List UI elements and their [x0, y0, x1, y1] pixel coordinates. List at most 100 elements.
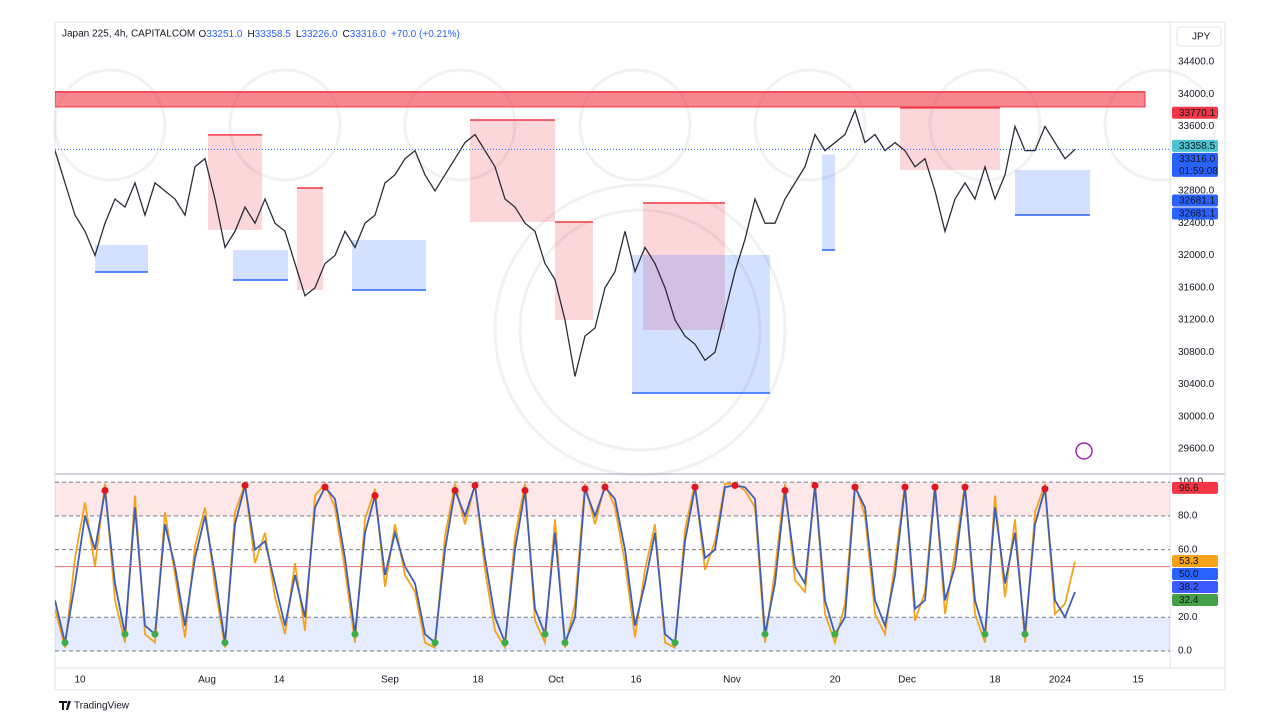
peak-dot: [901, 483, 909, 491]
countdown: 01:59:08: [1179, 166, 1218, 177]
price-tag: [1172, 554, 1218, 567]
x-tick-label: 18: [989, 675, 1001, 686]
trough-dot: [831, 630, 839, 638]
peak-dot: [961, 483, 969, 491]
trough-dot: [501, 639, 509, 647]
price-tag-label: 38.2: [1179, 582, 1199, 593]
zone: [233, 249, 288, 280]
zone: [95, 244, 148, 272]
zone: [632, 254, 770, 393]
trough-dot: [61, 639, 69, 647]
x-tick-label: 10: [74, 675, 86, 686]
x-tick-label: 18: [472, 675, 484, 686]
y-tick-label: 30800.0: [1178, 347, 1215, 358]
x-tick-label: 14: [273, 675, 285, 686]
y-tick-label: 34400.0: [1178, 57, 1215, 68]
x-tick-label: 2024: [1049, 675, 1072, 686]
ohlc-change: +70.0 (+0.21%): [391, 29, 460, 40]
y-tick-label: 32400.0: [1178, 218, 1215, 229]
zone: [822, 154, 835, 250]
price-tag-label: 33358.5: [1179, 141, 1216, 152]
y-tick-label: 31600.0: [1178, 282, 1215, 293]
trough-dot: [541, 630, 549, 638]
ohlc-value: 33251.0: [206, 29, 243, 40]
brand: TradingView: [74, 701, 130, 712]
peak-dot: [601, 483, 609, 491]
ohlc-value: 33316.0: [350, 29, 387, 40]
trough-dot: [761, 630, 769, 638]
zone: [470, 119, 555, 222]
peak-dot: [731, 481, 739, 489]
price-tag-label: 32681.1: [1179, 196, 1216, 207]
symbol-title: Japan 225, 4h, CAPITALCOM: [62, 29, 195, 40]
zone: [297, 187, 323, 290]
trough-dot: [671, 639, 679, 647]
price-tag: [1172, 194, 1218, 207]
price-tag-label: 96.6: [1179, 483, 1199, 494]
x-tick-label: 16: [630, 675, 642, 686]
peak-dot: [241, 481, 249, 489]
y-tick-label: 30400.0: [1178, 379, 1215, 390]
y-tick-label: 0.0: [1178, 646, 1192, 657]
brand-logo: [59, 701, 71, 710]
peak-dot: [371, 492, 379, 500]
trough-dot: [981, 630, 989, 638]
trough-dot: [1021, 630, 1029, 638]
pane: [55, 480, 1170, 652]
peak-dot: [781, 487, 789, 495]
band: [55, 482, 1170, 516]
ohlc-key: H: [247, 29, 254, 40]
peak-dot: [691, 483, 699, 491]
peak-dot: [521, 487, 529, 495]
peak-dot: [321, 483, 329, 491]
y-tick-label: 32000.0: [1178, 250, 1215, 261]
price-tag: [1172, 152, 1218, 177]
ohlc-value: 33358.5: [255, 29, 292, 40]
y-tick-label: 33600.0: [1178, 121, 1215, 132]
currency[interactable]: JPY: [1192, 32, 1211, 43]
y-tick-label: 60.0: [1178, 544, 1198, 555]
ohlc-key: O: [199, 29, 207, 40]
series-line: [55, 108, 1076, 377]
peak-dot: [931, 483, 939, 491]
price-tag: [1172, 207, 1218, 220]
x-tick-label: 15: [1132, 675, 1144, 686]
price-tag: [1172, 567, 1218, 580]
watermark: [53, 68, 1217, 477]
price-tag-label: 33770.1: [1179, 108, 1216, 119]
ohlc-legend: O33251.0 H33358.5 L33226.0 C33316.0 +70.0 (+…: [199, 29, 460, 40]
zone: [900, 107, 1000, 170]
y-tick-label: 20.0: [1178, 612, 1198, 623]
alert-icon[interactable]: [1075, 442, 1093, 460]
zone: [55, 91, 1146, 108]
peak-dot: [451, 487, 459, 495]
trough-dot: [431, 639, 439, 647]
ohlc-key: L: [296, 29, 302, 40]
ohlc-key: C: [343, 29, 350, 40]
price-tag: [1172, 593, 1218, 606]
x-tick-label: Aug: [198, 675, 216, 686]
trough-dot: [121, 630, 129, 638]
x-tick-label: Oct: [548, 675, 564, 686]
peak-dot: [471, 481, 479, 489]
price-tag-label: 32.4: [1179, 595, 1199, 606]
y-tick-label: 80.0: [1178, 511, 1198, 522]
zone: [1015, 169, 1090, 215]
price-tag-label: 33316.0: [1179, 154, 1216, 165]
x-tick-label: Nov: [723, 675, 741, 686]
peak-dot: [851, 483, 859, 491]
ohlc-value: 33226.0: [301, 29, 338, 40]
trough-dot: [221, 639, 229, 647]
trough-dot: [561, 639, 569, 647]
price-tag-label: 50.0: [1179, 569, 1199, 580]
zone: [208, 134, 262, 230]
currency-button[interactable]: [1176, 26, 1222, 47]
x-tick-label: Sep: [381, 675, 399, 686]
y-tick-label: 34000.0: [1178, 89, 1215, 100]
price-tag-label: 53.3: [1179, 556, 1199, 567]
price-tag: [1172, 139, 1218, 152]
price-tag-label: 32681.1: [1179, 209, 1216, 220]
price-tag: [1172, 481, 1218, 494]
pane: [55, 91, 1146, 394]
